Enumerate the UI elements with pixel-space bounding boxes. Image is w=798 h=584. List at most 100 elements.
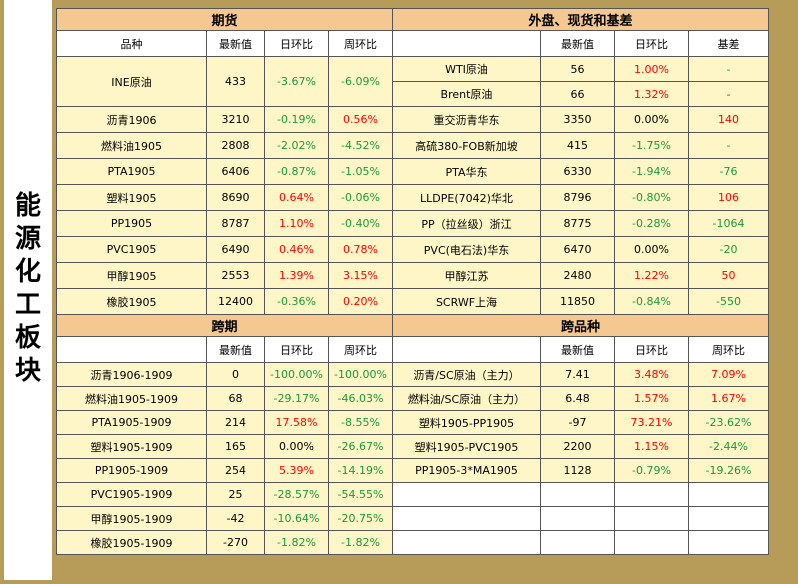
- spread-value: 68: [206, 386, 265, 411]
- futures-name: PVC1905: [56, 236, 207, 263]
- spot-name: 重交沥青华东: [392, 106, 541, 133]
- futures-day-change: -0.36%: [264, 288, 329, 315]
- spot-basis: 50: [688, 262, 769, 289]
- cross-name: 塑料1905-PP1905: [392, 410, 541, 435]
- spread-col-header: [56, 336, 207, 363]
- spot-title: 外盘、现货和基差: [392, 8, 769, 31]
- spread-col-header: 日环比: [264, 336, 329, 363]
- spread-week-change: -100.00%: [328, 362, 393, 387]
- spread-value: -42: [206, 506, 265, 531]
- spot-name: WTI原油: [392, 56, 541, 82]
- futures-name: INE原油: [56, 56, 207, 107]
- spot-day-change: 1.32%: [614, 81, 689, 107]
- spot-value: 415: [540, 132, 615, 159]
- cross-week-change: -2.44%: [688, 434, 769, 459]
- futures-value: 2808: [206, 132, 265, 159]
- futures-value: 6490: [206, 236, 265, 263]
- futures-col-header: 日环比: [264, 30, 329, 57]
- spread-day-change: 5.39%: [264, 458, 329, 483]
- cross-col-header: 最新值: [540, 336, 615, 363]
- spread-title: 跨期: [56, 314, 393, 337]
- futures-week-change: 0.56%: [328, 106, 393, 133]
- spread-name: 橡胶1905-1909: [56, 530, 207, 555]
- table-row: PP1905-1909 254 5.39% -14.19% PP1905-3*MA190…: [56, 458, 769, 483]
- spot-day-change: -0.84%: [614, 288, 689, 315]
- spot-basis: -550: [688, 288, 769, 315]
- table-row: PTA1905-1909 214 17.58% -8.55% 塑料1905-PP1905…: [56, 410, 769, 435]
- spread-value: 165: [206, 434, 265, 459]
- futures-week-change: -6.09%: [328, 56, 393, 107]
- cross-week-change: 7.09%: [688, 362, 769, 387]
- spot-basis: -76: [688, 158, 769, 185]
- futures-day-change: 1.10%: [264, 210, 329, 237]
- side-panel: 能源化工板块: [4, 0, 52, 580]
- spread-name: PP1905-1909: [56, 458, 207, 483]
- cross-name: 燃料油/SC原油（主力）: [392, 386, 541, 411]
- futures-value: 6406: [206, 158, 265, 185]
- cross-name: 沥青/SC原油（主力）: [392, 362, 541, 387]
- spot-value: 6330: [540, 158, 615, 185]
- empty-cell: [540, 482, 615, 507]
- futures-week-change: -0.06%: [328, 184, 393, 211]
- spread-col-header: 周环比: [328, 336, 393, 363]
- futures-name: 燃料油1905: [56, 132, 207, 159]
- spot-basis: -: [688, 132, 769, 159]
- empty-cell: [688, 506, 769, 531]
- futures-day-change: -3.67%: [264, 56, 329, 107]
- cross-value: 1128: [540, 458, 615, 483]
- spread-week-change: -20.75%: [328, 506, 393, 531]
- cross-value: 6.48: [540, 386, 615, 411]
- spread-name: PTA1905-1909: [56, 410, 207, 435]
- spot-name: Brent原油: [392, 81, 541, 107]
- table-row: PTA1905 6406 -0.87% -1.05% PTA华东 6330 -1.94% -7…: [56, 158, 769, 185]
- spot-name: LLDPE(7042)华北: [392, 184, 541, 211]
- spread-col-header: 最新值: [206, 336, 265, 363]
- table-row: 橡胶1905-1909 -270 -1.82% -1.82%: [56, 530, 769, 555]
- futures-day-change: 0.64%: [264, 184, 329, 211]
- futures-name: 沥青1906: [56, 106, 207, 133]
- cross-value: 2200: [540, 434, 615, 459]
- empty-cell: [540, 506, 615, 531]
- empty-cell: [392, 482, 541, 507]
- energy-chemical-data-table: 期货 外盘、现货和基差 品种 最新值 日环比 周环比 最新值 日环比 基差 INE原油 433 -3.…: [56, 8, 769, 555]
- empty-cell: [392, 530, 541, 555]
- futures-col-header: 品种: [56, 30, 207, 57]
- empty-cell: [614, 482, 689, 507]
- table-row: 燃料油1905 2808 -2.02% -4.52% 高硫380-FOB新加坡 415 -1…: [56, 132, 769, 159]
- section-title-row: 跨期 跨品种: [56, 314, 769, 337]
- cross-day-change: 3.48%: [614, 362, 689, 387]
- table-row: 塑料1905-1909 165 0.00% -26.67% 塑料1905-PVC1905…: [56, 434, 769, 459]
- futures-week-change: -1.05%: [328, 158, 393, 185]
- empty-cell: [392, 506, 541, 531]
- futures-value: 8690: [206, 184, 265, 211]
- cross-value: -97: [540, 410, 615, 435]
- spread-day-change: 0.00%: [264, 434, 329, 459]
- empty-cell: [688, 530, 769, 555]
- spread-week-change: -14.19%: [328, 458, 393, 483]
- spot-value: 56: [540, 56, 615, 82]
- futures-week-change: 0.20%: [328, 288, 393, 315]
- spread-value: 0: [206, 362, 265, 387]
- empty-cell: [614, 530, 689, 555]
- cross-col-header: 日环比: [614, 336, 689, 363]
- futures-col-header: 最新值: [206, 30, 265, 57]
- table-row: 甲醇1905 2553 1.39% 3.15% 甲醇江苏 2480 1.22% 50: [56, 262, 769, 289]
- spread-week-change: -46.03%: [328, 386, 393, 411]
- spot-day-change: 1.22%: [614, 262, 689, 289]
- cross-col-header: 周环比: [688, 336, 769, 363]
- spot-value: 2480: [540, 262, 615, 289]
- cross-week-change: -19.26%: [688, 458, 769, 483]
- cross-value: 7.41: [540, 362, 615, 387]
- spread-day-change: -1.82%: [264, 530, 329, 555]
- spot-day-change: -0.80%: [614, 184, 689, 211]
- table-row: INE原油 433 -3.67% -6.09% WTI原油 56 1.00% -: [56, 56, 769, 107]
- futures-name: PP1905: [56, 210, 207, 237]
- futures-value: 12400: [206, 288, 265, 315]
- futures-value: 8787: [206, 210, 265, 237]
- spread-name: 沥青1906-1909: [56, 362, 207, 387]
- futures-week-change: 0.78%: [328, 236, 393, 263]
- empty-cell: [614, 506, 689, 531]
- spot-value: 6470: [540, 236, 615, 263]
- spot-basis: -20: [688, 236, 769, 263]
